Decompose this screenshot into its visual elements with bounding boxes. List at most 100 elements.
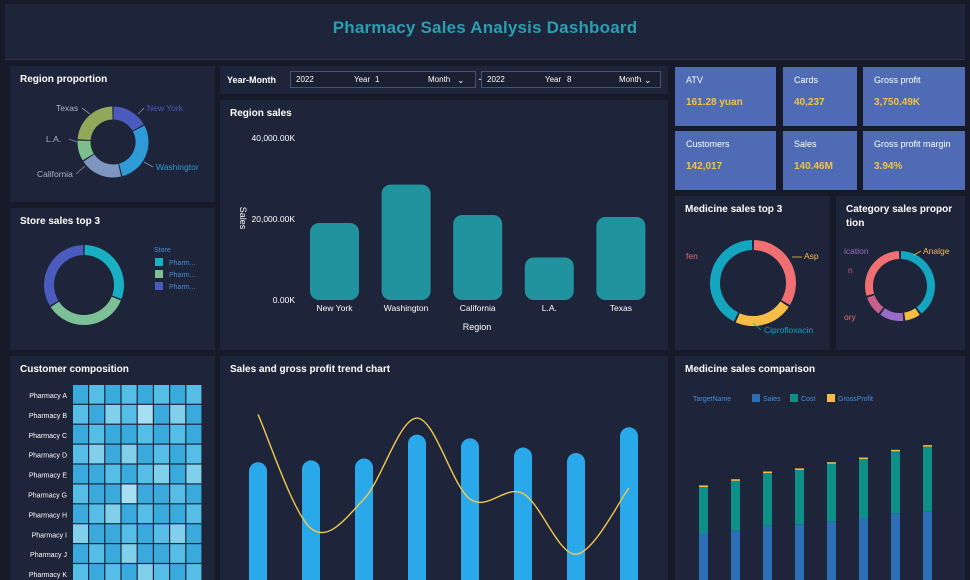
end-month-label: Month: [619, 75, 642, 84]
bar: [249, 462, 267, 580]
stacked-bar-segment: [827, 463, 836, 522]
pie-slice: [77, 106, 113, 141]
panel-trend: Sales and gross profit trend chart: [220, 356, 668, 580]
panel-region-proportion: Region proportion New York Washingtor Cali…: [10, 66, 215, 202]
heatmap-cell: [186, 444, 202, 464]
heatmap-cell: [170, 504, 186, 524]
heatmap-cell: [170, 544, 186, 563]
heatmap-cell: [89, 504, 105, 524]
legend-swatch: [155, 258, 163, 266]
label-leader-line: [137, 107, 145, 115]
heatmap-row-label: Pharmacy E: [29, 473, 67, 480]
slice-label: n: [848, 265, 853, 275]
panel-title-category-proportion: Category sales propor: [846, 204, 953, 215]
pie-slice: [735, 301, 789, 326]
panel-title-medicine-comparison: Medicine sales comparison: [685, 364, 816, 375]
start-month-label: Month: [428, 75, 451, 84]
heatmap-cell: [89, 484, 105, 504]
heatmap-cell: [137, 385, 153, 404]
stacked-bar-segment: [699, 533, 708, 580]
heatmap-cell: [137, 564, 153, 580]
heatmap-row-label: Pharmacy D: [28, 453, 67, 460]
heatmap-cell: [154, 484, 169, 504]
heatmap-cell: [137, 524, 153, 543]
kpi-gross-profit: Gross profit 3,750.49K: [863, 67, 965, 126]
heatmap-cell: [121, 404, 137, 424]
heatmap-cell: [170, 444, 186, 464]
end-month-selector[interactable]: 2022 Year 8 Month ⌄: [481, 71, 661, 88]
heatmap-cell: [186, 564, 202, 580]
x-tick-label: L.A.: [542, 303, 557, 313]
stacked-bar-segment: [731, 479, 740, 481]
stacked-bar-segment: [699, 485, 708, 487]
customer-composition-heatmap: Pharmacy A Pharmacy B Pharmacy C Pharmacy D…: [28, 385, 202, 580]
chevron-down-icon[interactable]: ⌄: [457, 75, 465, 85]
y-axis-title: Sales: [238, 207, 248, 230]
panel-region-sales: Region sales 0.00K 20,000.00K 40,000.00K Sa…: [220, 100, 668, 350]
pie-slice: [77, 140, 94, 161]
kpi-value: 40,237: [794, 97, 825, 108]
bar: [596, 216, 646, 300]
heatmap-cell: [105, 404, 121, 424]
x-tick-label: California: [460, 303, 496, 313]
start-month-selector[interactable]: 2022 Year 1 Month ⌄: [290, 71, 476, 88]
stacked-bar-segment: [827, 462, 836, 464]
stacked-bar-segment: [763, 525, 772, 580]
panel-medicine-top3: Medicine sales top 3 fen Asp Ciprofloxacin: [675, 196, 830, 350]
heatmap-row-label: Pharmacy J: [30, 552, 67, 559]
panel-title-medicine-top3: Medicine sales top 3: [685, 204, 783, 215]
trend-chart: [249, 414, 638, 580]
label-leader-line: [75, 165, 86, 175]
heatmap-cell: [121, 385, 137, 404]
x-axis-title: Region: [463, 322, 492, 332]
pie-slice: [710, 240, 753, 322]
heatmap-cell: [170, 524, 186, 543]
heatmap-cell: [186, 484, 202, 504]
bar: [567, 453, 585, 580]
heatmap-cell: [89, 444, 105, 464]
heatmap-cell: [73, 524, 88, 543]
stacked-bar-segment: [923, 446, 932, 512]
heatmap-cell: [121, 444, 137, 464]
heatmap-cell: [105, 484, 121, 504]
x-tick-label: New York: [317, 303, 354, 313]
medicine-top3-chart: fen Asp Ciprofloxacin: [686, 240, 819, 335]
heatmap-cell: [105, 544, 121, 563]
legend-label: GrossProfit: [838, 396, 873, 403]
y-tick-label: 0.00K: [273, 295, 296, 305]
kpi-atv: ATV 161.28 yuan: [675, 67, 776, 126]
y-tick-label: 20,000.00K: [252, 214, 296, 224]
filter-bar: Year-Month 2022 Year 1 Month ⌄ - 2022 Ye…: [220, 66, 668, 94]
kpi-label: Gross profit margin: [874, 139, 951, 149]
heatmap-cell: [154, 564, 169, 580]
pie-slice: [50, 296, 121, 325]
kpi-label: Customers: [686, 139, 730, 149]
panel-category-proportion: Category sales propor tion ication Analge…: [836, 196, 965, 350]
category-proportion-chart: ication Analge n ory: [844, 246, 950, 322]
heatmap-row-label: Pharmacy B: [29, 413, 67, 420]
stacked-bar-segment: [859, 518, 868, 580]
bar: [302, 460, 320, 580]
chevron-down-icon[interactable]: ⌄: [644, 75, 652, 85]
kpi-sales: Sales 140.46M: [783, 131, 857, 190]
legend-label: Pharm...: [169, 260, 196, 267]
kpi-value: 140.46M: [794, 161, 833, 172]
panel-title-region-sales: Region sales: [230, 108, 292, 119]
heatmap-row-label: Pharmacy H: [28, 512, 67, 519]
legend-swatch: [790, 394, 798, 402]
kpi-label: Sales: [794, 139, 817, 149]
heatmap-cell: [121, 564, 137, 580]
heatmap-cell: [121, 424, 137, 444]
pie-slice: [83, 154, 122, 178]
heatmap-row-label: Pharmacy G: [28, 493, 67, 500]
region-proportion-chart: New York Washingtor California L.A. Texas: [37, 103, 199, 179]
heatmap-cell: [73, 424, 88, 444]
heatmap-cell: [105, 444, 121, 464]
kpi-value: 3.94%: [874, 161, 903, 172]
slice-label: ory: [844, 312, 857, 322]
label-leader-line: [81, 107, 91, 115]
panel-title-category-proportion-cont: tion: [846, 218, 865, 229]
kpi-label: ATV: [686, 75, 703, 85]
heatmap-row-label: Pharmacy A: [29, 393, 67, 400]
heatmap-cell: [89, 464, 105, 484]
